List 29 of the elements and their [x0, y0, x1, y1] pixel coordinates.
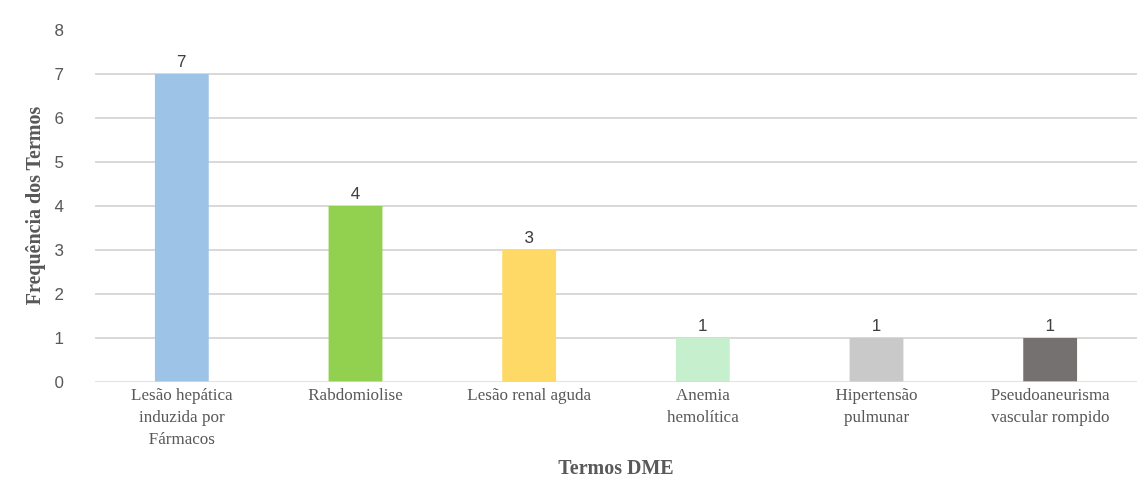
y-axis-title: Frequência dos Termos: [22, 106, 46, 306]
y-tick-label: 4: [54, 196, 64, 216]
x-tick-label: Pseudoaneurisma vascular rompido: [990, 385, 1111, 427]
y-tick-label: 5: [54, 152, 64, 172]
bar: [154, 74, 209, 382]
data-label: 1: [1045, 316, 1055, 335]
x-tick-label: Hipertensão pulmunar: [835, 385, 918, 427]
x-axis-title: Termos DME: [558, 455, 674, 478]
y-tick-label: 7: [54, 64, 64, 84]
data-label: 3: [524, 228, 534, 247]
bar: [1023, 338, 1078, 382]
data-label: 7: [177, 52, 187, 71]
bar: [849, 338, 904, 382]
x-tick-label: Lesão hepática induzida por Fármacos: [131, 385, 234, 449]
y-tick-label: 2: [54, 284, 64, 304]
x-tick-label: Rabdomiolise: [308, 385, 403, 404]
bar: [502, 250, 557, 382]
y-tick-label: 8: [54, 20, 64, 40]
data-label: 4: [350, 184, 361, 203]
x-tick-label: Anemia hemolítica: [666, 385, 740, 427]
x-tick-label: Lesão renal aguda: [467, 385, 592, 404]
bar: [675, 338, 730, 382]
y-tick-label: 1: [54, 328, 64, 348]
bar: [328, 206, 383, 382]
y-tick-label: 0: [54, 372, 64, 392]
data-label: 1: [698, 316, 708, 335]
y-tick-label: 6: [54, 108, 64, 128]
data-label: 1: [871, 316, 882, 335]
y-tick-label: 3: [54, 240, 64, 260]
